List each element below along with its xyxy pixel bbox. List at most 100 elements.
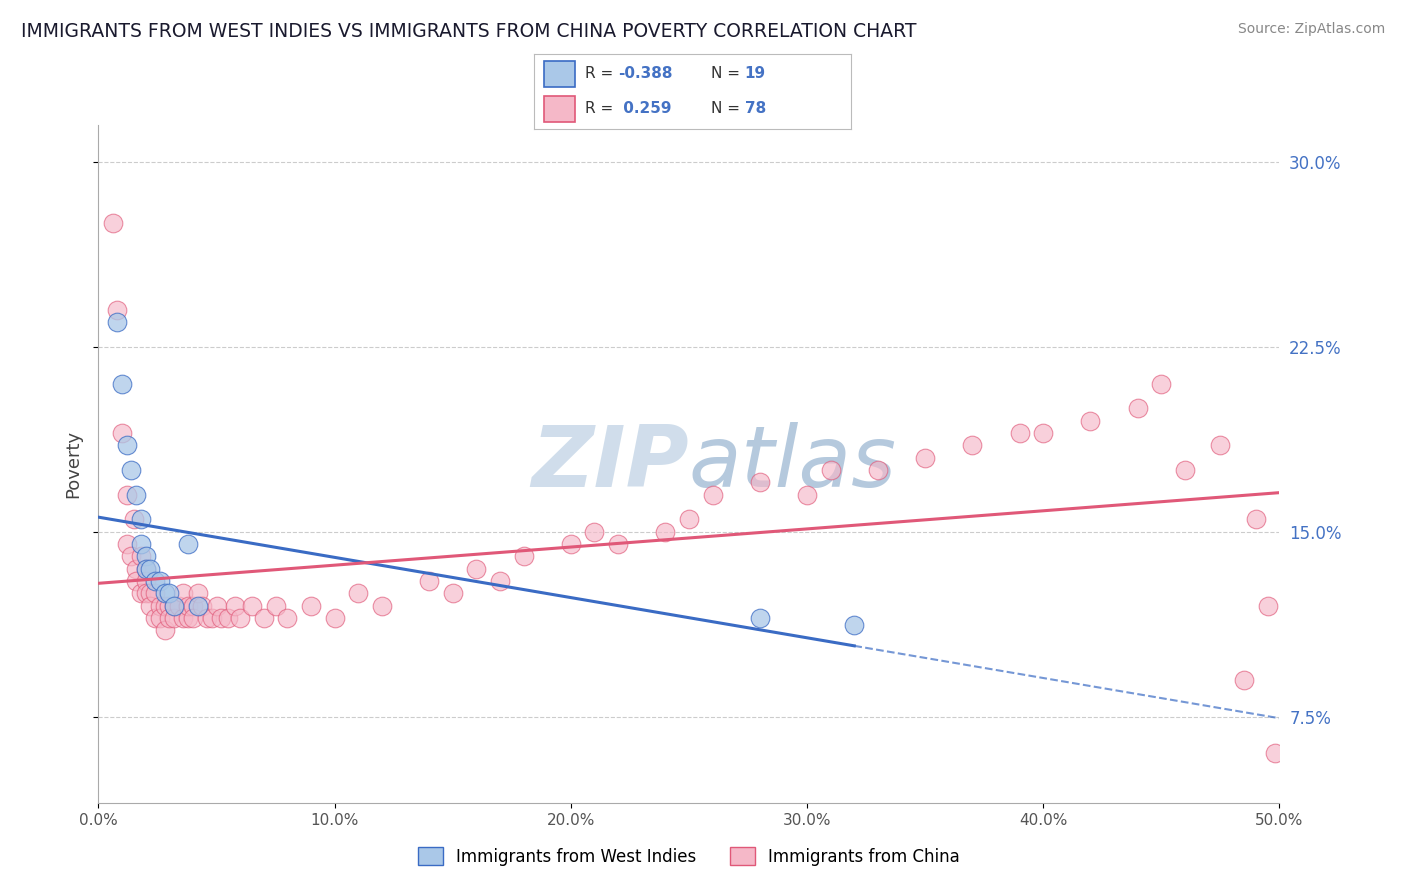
Point <box>209 611 232 625</box>
Point <box>702 488 724 502</box>
Point <box>240 599 263 613</box>
Point <box>125 561 148 575</box>
Text: 19: 19 <box>745 67 766 81</box>
Point <box>115 537 138 551</box>
Point <box>135 549 157 564</box>
Point <box>115 488 138 502</box>
Point <box>157 586 180 600</box>
Point <box>181 599 204 613</box>
Point <box>129 512 152 526</box>
Point <box>125 574 148 588</box>
Point <box>135 561 157 575</box>
Point <box>1150 376 1173 391</box>
Text: R =: R = <box>585 67 619 81</box>
Point <box>1008 425 1031 440</box>
Point <box>678 512 700 526</box>
Point <box>153 586 176 600</box>
Point <box>489 574 512 588</box>
Point <box>105 315 128 329</box>
Point <box>187 599 209 613</box>
Point <box>105 302 128 317</box>
Point <box>139 586 162 600</box>
Point <box>560 537 582 551</box>
Point <box>135 561 157 575</box>
Point <box>129 586 152 600</box>
Point <box>125 488 148 502</box>
Point <box>121 549 143 564</box>
Point <box>866 463 889 477</box>
Point <box>153 624 176 638</box>
Point <box>962 438 984 452</box>
Point <box>172 586 194 600</box>
Point <box>129 537 152 551</box>
Legend: Immigrants from West Indies, Immigrants from China: Immigrants from West Indies, Immigrants … <box>412 840 966 872</box>
Point <box>418 574 440 588</box>
Point <box>177 611 200 625</box>
Point <box>191 599 214 613</box>
Point <box>820 463 842 477</box>
Point <box>1264 747 1286 761</box>
Point <box>111 425 134 440</box>
Point <box>172 611 194 625</box>
Point <box>121 463 143 477</box>
Point <box>135 586 157 600</box>
Point <box>914 450 936 465</box>
Point <box>177 537 200 551</box>
Point <box>187 586 209 600</box>
Text: ZIP: ZIP <box>531 422 689 506</box>
Point <box>512 549 534 564</box>
Point <box>149 574 172 588</box>
Point <box>153 599 176 613</box>
Point <box>205 599 228 613</box>
Point <box>371 599 394 613</box>
Text: IMMIGRANTS FROM WEST INDIES VS IMMIGRANTS FROM CHINA POVERTY CORRELATION CHART: IMMIGRANTS FROM WEST INDIES VS IMMIGRANT… <box>21 22 917 41</box>
Point <box>217 611 239 625</box>
Point <box>1209 438 1232 452</box>
Point <box>1126 401 1149 416</box>
Point <box>253 611 276 625</box>
Point <box>201 611 224 625</box>
Point <box>1244 512 1267 526</box>
Text: N =: N = <box>711 67 745 81</box>
Y-axis label: Poverty: Poverty <box>63 430 82 498</box>
Point <box>276 611 298 625</box>
Point <box>143 586 166 600</box>
Point <box>1257 599 1279 613</box>
Point <box>748 475 770 490</box>
Text: Source: ZipAtlas.com: Source: ZipAtlas.com <box>1237 22 1385 37</box>
Point <box>139 561 162 575</box>
Point <box>181 611 204 625</box>
Point <box>163 611 186 625</box>
Point <box>1174 463 1197 477</box>
Text: -0.388: -0.388 <box>619 67 672 81</box>
Point <box>139 599 162 613</box>
Point <box>157 611 180 625</box>
Point <box>101 217 124 231</box>
Point <box>129 549 152 564</box>
Point <box>323 611 346 625</box>
Text: 0.259: 0.259 <box>619 102 672 116</box>
Point <box>135 574 157 588</box>
Text: R =: R = <box>585 102 619 116</box>
Bar <box>544 62 575 87</box>
Point <box>163 599 186 613</box>
Text: N =: N = <box>711 102 745 116</box>
Point <box>748 611 770 625</box>
Point <box>229 611 252 625</box>
Point <box>796 488 818 502</box>
Point <box>167 599 190 613</box>
Point <box>177 599 200 613</box>
Point <box>195 611 218 625</box>
Text: 78: 78 <box>745 102 766 116</box>
Point <box>143 611 166 625</box>
Point <box>583 524 606 539</box>
Point <box>465 561 488 575</box>
Point <box>347 586 370 600</box>
Point <box>264 599 287 613</box>
Point <box>607 537 630 551</box>
Text: atlas: atlas <box>689 422 897 506</box>
Point <box>224 599 246 613</box>
Point <box>1233 673 1256 687</box>
Point <box>115 438 138 452</box>
Point <box>299 599 322 613</box>
